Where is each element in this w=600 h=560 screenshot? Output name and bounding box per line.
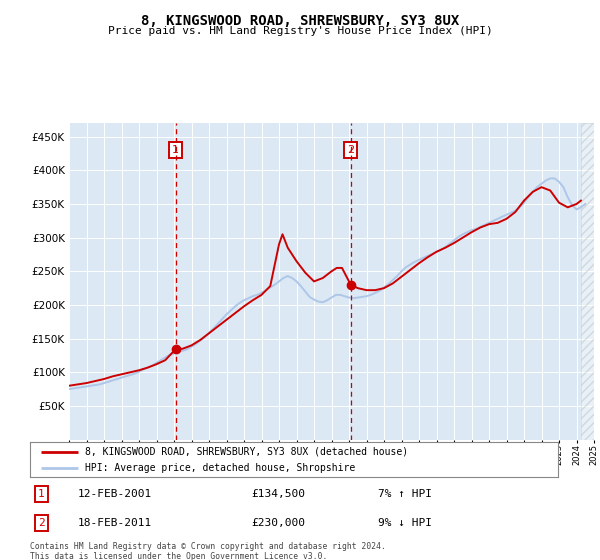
Text: £230,000: £230,000 bbox=[252, 518, 306, 528]
Text: 1: 1 bbox=[38, 489, 44, 499]
Text: 8, KINGSWOOD ROAD, SHREWSBURY, SY3 8UX: 8, KINGSWOOD ROAD, SHREWSBURY, SY3 8UX bbox=[141, 14, 459, 28]
Text: 9% ↓ HPI: 9% ↓ HPI bbox=[379, 518, 433, 528]
Text: 8, KINGSWOOD ROAD, SHREWSBURY, SY3 8UX (detached house): 8, KINGSWOOD ROAD, SHREWSBURY, SY3 8UX (… bbox=[85, 447, 409, 457]
Text: 2: 2 bbox=[347, 145, 355, 155]
Text: 18-FEB-2011: 18-FEB-2011 bbox=[77, 518, 152, 528]
Text: HPI: Average price, detached house, Shropshire: HPI: Average price, detached house, Shro… bbox=[85, 463, 356, 473]
Text: 12-FEB-2001: 12-FEB-2001 bbox=[77, 489, 152, 499]
Text: 1: 1 bbox=[172, 145, 179, 155]
Text: £134,500: £134,500 bbox=[252, 489, 306, 499]
Text: Price paid vs. HM Land Registry's House Price Index (HPI): Price paid vs. HM Land Registry's House … bbox=[107, 26, 493, 36]
Text: 2: 2 bbox=[38, 518, 44, 528]
Text: 7% ↑ HPI: 7% ↑ HPI bbox=[379, 489, 433, 499]
Text: Contains HM Land Registry data © Crown copyright and database right 2024.
This d: Contains HM Land Registry data © Crown c… bbox=[30, 542, 386, 560]
Bar bbox=[581, 123, 594, 440]
